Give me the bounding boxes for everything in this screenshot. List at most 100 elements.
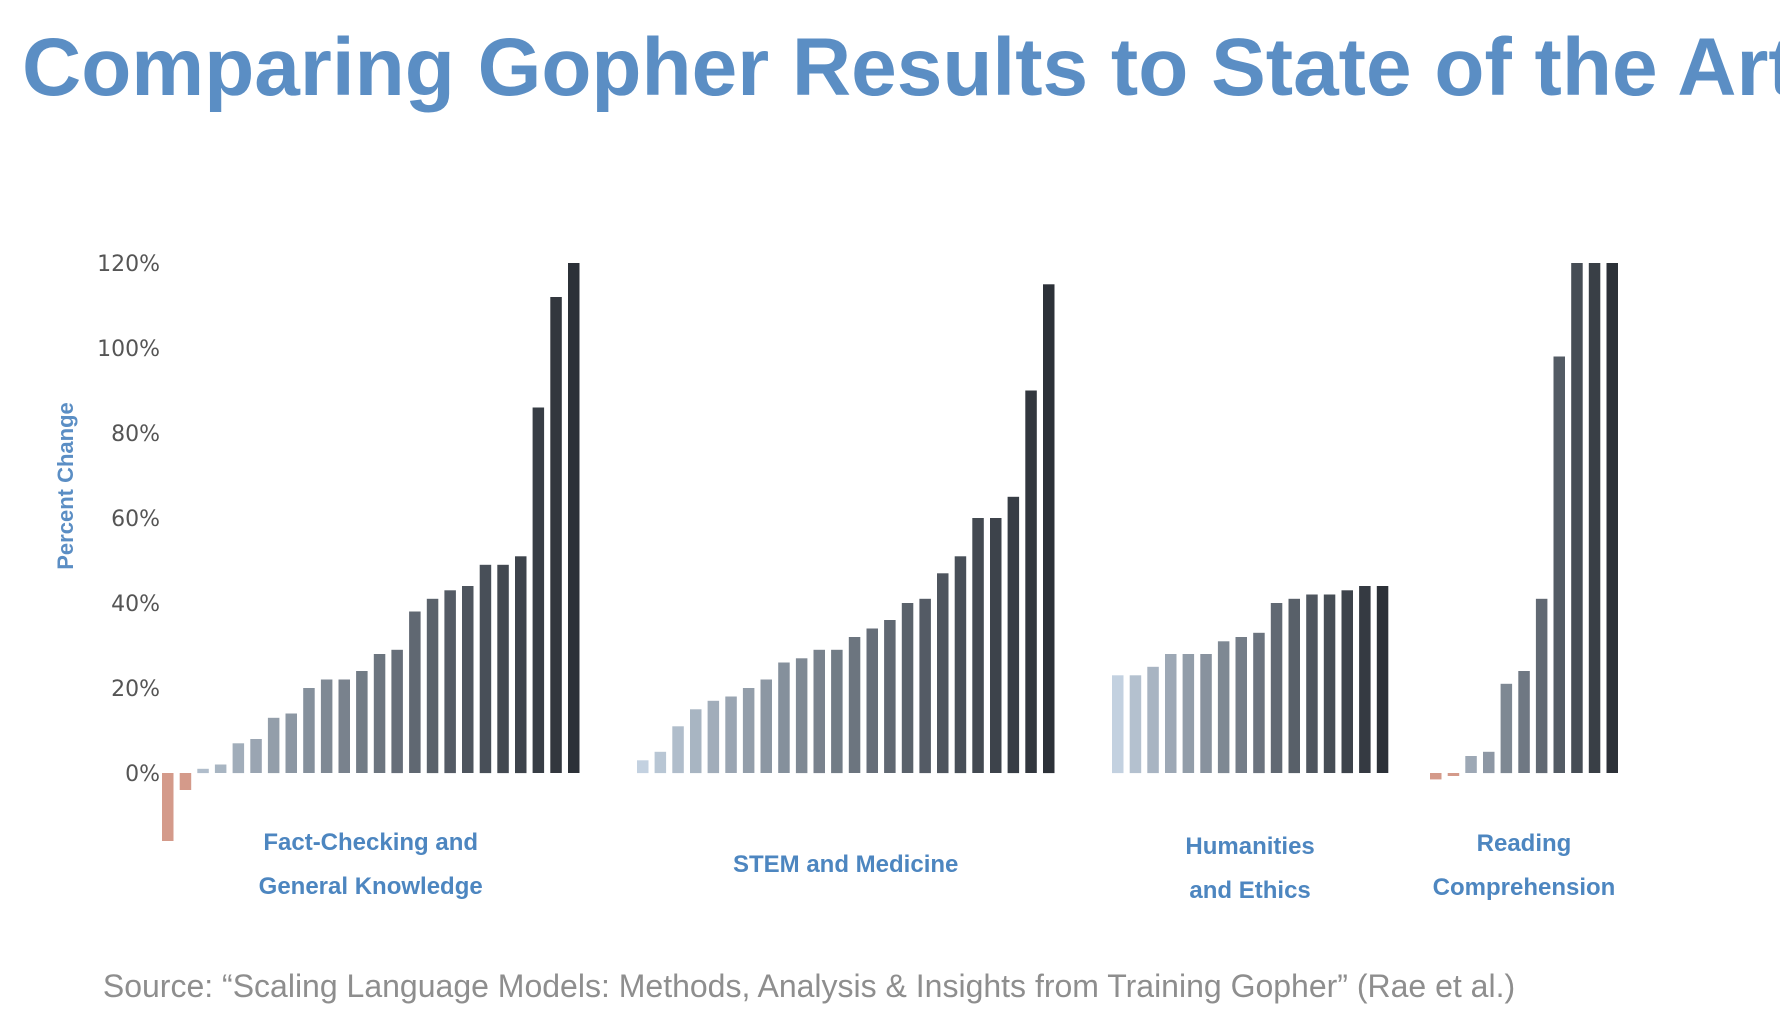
bar <box>1323 594 1336 773</box>
bar-group <box>1430 263 1618 780</box>
bar <box>462 586 474 773</box>
bar <box>338 679 350 773</box>
bar <box>497 564 509 774</box>
bar <box>568 263 580 773</box>
bar <box>250 739 262 773</box>
bar <box>1007 496 1020 774</box>
bar <box>1025 390 1037 773</box>
y-tick-label: 60% <box>111 507 160 532</box>
bar <box>1518 671 1530 773</box>
group-label: Comprehension <box>1433 874 1616 901</box>
bar <box>1112 675 1124 774</box>
bar <box>1129 675 1142 774</box>
bar <box>373 654 386 773</box>
bar <box>1376 586 1389 773</box>
bar <box>937 573 949 774</box>
bar <box>1483 751 1495 774</box>
y-axis-label: Percent Change <box>53 402 78 570</box>
bar <box>532 407 545 773</box>
bar <box>707 700 720 774</box>
bar <box>795 658 808 774</box>
bar <box>654 751 667 774</box>
bar-negative <box>1430 773 1442 780</box>
bar <box>1043 284 1055 774</box>
bar <box>444 590 456 774</box>
group-label: General Knowledge <box>259 873 483 900</box>
bar <box>391 649 403 774</box>
bar <box>1571 263 1583 773</box>
bar <box>725 696 737 773</box>
bar <box>1235 637 1247 773</box>
group-label: Fact-Checking and <box>263 829 478 856</box>
group-label: Humanities <box>1185 833 1314 860</box>
y-tick-label: 20% <box>111 677 160 702</box>
bar-negative <box>1447 773 1460 776</box>
bar <box>197 768 209 774</box>
bar <box>1341 590 1353 774</box>
bars <box>162 263 1618 841</box>
group-label: Reading <box>1477 830 1572 857</box>
y-tick-label: 0% <box>125 762 160 787</box>
bar <box>1306 594 1318 773</box>
bar <box>515 556 527 774</box>
bar <box>672 726 684 774</box>
bar-group <box>637 284 1055 774</box>
bar <box>1288 598 1300 774</box>
group-label: and Ethics <box>1189 877 1310 904</box>
bar <box>1359 586 1371 773</box>
group-label: STEM and Medicine <box>733 851 958 878</box>
bar <box>884 620 896 773</box>
y-tick-label: 120% <box>97 252 160 277</box>
bar <box>1553 356 1565 773</box>
bar <box>356 671 368 773</box>
bar <box>214 764 227 773</box>
page-title: Comparing Gopher Results to State of the… <box>22 22 1780 113</box>
bar <box>1253 632 1265 774</box>
bar <box>831 649 843 774</box>
bar <box>1535 598 1548 774</box>
bar <box>778 662 790 773</box>
bar <box>232 743 245 774</box>
bar-negative <box>162 773 174 841</box>
bar <box>303 688 315 773</box>
bar <box>690 709 702 774</box>
bar-negative <box>179 773 192 790</box>
y-tick-label: 100% <box>97 337 160 362</box>
bar-group <box>162 263 580 841</box>
bar-group <box>1112 586 1389 774</box>
bar <box>990 518 1002 773</box>
bar <box>1217 641 1230 774</box>
bar <box>1270 603 1283 773</box>
y-tick-label: 40% <box>111 592 160 617</box>
bar <box>742 688 755 773</box>
bar <box>919 598 931 774</box>
bar <box>550 297 562 773</box>
bar <box>1200 654 1212 773</box>
bar <box>972 518 984 773</box>
bar <box>320 679 333 773</box>
bar <box>901 603 914 773</box>
y-axis: 0% 20% 40% 60% 80% 100% 120% <box>97 252 160 787</box>
bar <box>267 717 280 774</box>
bar <box>1147 666 1159 774</box>
bar <box>1500 683 1513 774</box>
bar <box>866 628 878 773</box>
bar <box>285 713 297 773</box>
bar <box>1588 263 1601 773</box>
bar <box>637 760 649 774</box>
y-tick-label: 80% <box>111 422 160 447</box>
bar <box>479 564 492 774</box>
bar <box>409 611 421 773</box>
source-note: Source: “Scaling Language Models: Method… <box>102 968 1516 1004</box>
bar <box>1165 654 1177 773</box>
bar <box>954 556 967 774</box>
bar <box>1182 654 1195 773</box>
bar <box>848 637 861 773</box>
bar <box>813 649 825 774</box>
bar <box>1465 756 1477 773</box>
bar <box>426 598 439 774</box>
group-labels: Fact-Checking and General Knowledge STEM a… <box>259 829 1616 904</box>
bar <box>760 679 772 773</box>
bar <box>1606 263 1618 773</box>
